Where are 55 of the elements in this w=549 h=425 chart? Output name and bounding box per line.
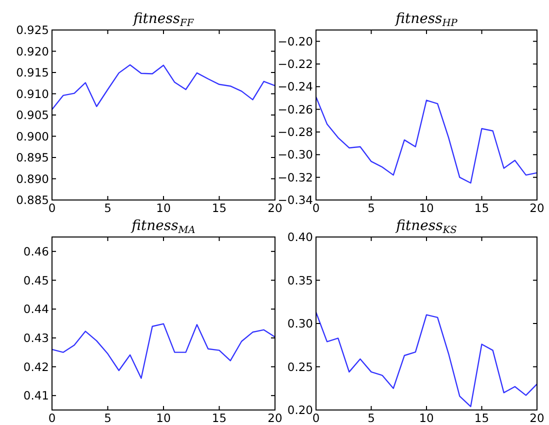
chart-title: fitness$_{MA}$ — [130, 218, 196, 236]
y-tick-label: 0.42 — [23, 360, 49, 374]
y-tick-label: 0.35 — [287, 273, 313, 288]
y-tick-label: −0.20 — [278, 34, 313, 48]
x-tick-label: 20 — [530, 201, 544, 215]
y-tick-label: 0.890 — [16, 172, 49, 186]
y-tick-label: −0.32 — [278, 170, 313, 184]
x-tick-label: 5 — [368, 201, 375, 215]
x-tick-label: 20 — [530, 411, 544, 425]
line-series — [315, 96, 538, 184]
y-tick-label: 0.43 — [23, 330, 49, 345]
chart-title: fitness$_{KS}$ — [395, 218, 458, 236]
x-tick-label: 10 — [156, 201, 171, 215]
y-tick-label: −0.24 — [278, 80, 313, 94]
line-series — [315, 312, 538, 408]
y-tick-label: 0.45 — [23, 273, 49, 288]
x-tick-label: 0 — [312, 411, 320, 425]
x-tick-label: 15 — [474, 411, 490, 425]
y-tick-label: 0.40 — [287, 230, 313, 244]
y-tick-label: 0.895 — [16, 150, 49, 165]
y-tick-label: 0.20 — [287, 403, 313, 418]
x-tick-label: 15 — [474, 201, 490, 215]
chart-title: fitness$_{FF}$ — [132, 11, 195, 29]
x-tick-label: 20 — [268, 411, 282, 425]
x-tick-label: 10 — [419, 201, 434, 215]
y-tick-label: −0.26 — [278, 102, 313, 116]
y-tick-label: −0.28 — [278, 125, 313, 140]
x-tick-label: 5 — [104, 201, 112, 215]
y-tick-label: 0.41 — [23, 388, 49, 403]
y-tick-label: 0.925 — [16, 23, 49, 38]
line-series — [51, 64, 276, 110]
y-tick-label: 0.25 — [287, 360, 313, 374]
y-tick-label: 0.885 — [16, 193, 49, 208]
x-tick-label: 0 — [312, 201, 320, 215]
y-tick-label: 0.910 — [16, 86, 49, 101]
y-tick-label: 0.915 — [16, 66, 49, 80]
x-tick-label: 5 — [368, 411, 375, 425]
x-tick-label: 5 — [104, 411, 112, 425]
x-tick-label: 0 — [48, 411, 56, 425]
x-tick-label: 10 — [156, 411, 171, 425]
x-tick-label: 15 — [212, 411, 227, 425]
line-series — [51, 323, 276, 379]
chart-title: fitness$_{HP}$ — [394, 11, 458, 29]
y-tick-label: 0.905 — [16, 108, 49, 122]
x-tick-label: 10 — [419, 411, 434, 425]
y-tick-label: −0.22 — [278, 57, 313, 72]
x-tick-label: 20 — [268, 201, 282, 215]
x-tick-label: 0 — [48, 201, 56, 215]
y-tick-label: −0.30 — [278, 148, 313, 162]
x-tick-label: 15 — [212, 201, 227, 215]
y-tick-label: 0.44 — [23, 302, 49, 316]
y-tick-label: 0.46 — [23, 244, 49, 258]
y-tick-label: 0.30 — [287, 316, 313, 331]
y-tick-label: 0.920 — [16, 44, 49, 58]
y-tick-label: 0.900 — [16, 129, 49, 144]
